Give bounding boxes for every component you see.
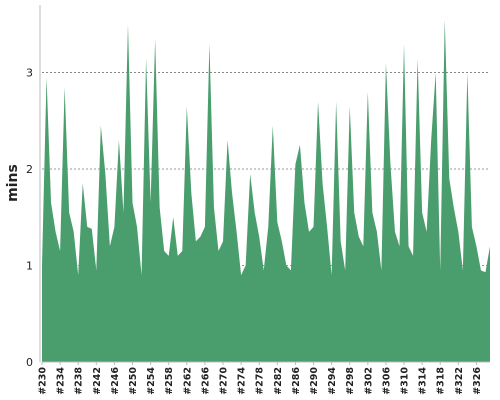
x-tick-label: #314 [418,367,429,395]
x-tick-label: #258 [164,367,175,395]
x-tick-label: #294 [327,367,338,395]
x-tick-label: #246 [110,367,121,395]
y-axis-ticks: 0 1 2 3 [26,67,33,369]
x-tick-label: #322 [454,367,465,395]
x-tick-label: #326 [472,367,483,395]
x-tick-label: #310 [400,367,411,395]
x-tick-label: #238 [74,367,85,395]
y-tick-label: 1 [26,260,33,273]
x-tick-label: #286 [291,367,302,395]
y-tick-label: 2 [26,163,33,176]
x-tick-label: #262 [182,367,193,395]
x-tick-label: #282 [273,367,284,395]
x-tick-label: #250 [128,367,139,395]
x-tick-label: #254 [146,367,157,395]
x-tick-label: #230 [38,367,49,395]
y-tick-label: 0 [26,356,33,369]
y-tick-label: 3 [26,67,33,80]
x-tick-label: #266 [200,367,211,395]
area-series [42,19,490,362]
x-tick-label: #274 [237,367,248,395]
x-tick-label: #234 [56,367,67,395]
x-axis-ticks: #230 #234 #238 #242 #246 #250 #254 #258 #262 #266… [38,362,483,395]
x-tick-label: #302 [363,367,374,395]
x-tick-label: #242 [92,367,103,395]
x-tick-label: #278 [255,367,266,395]
x-tick-label: #290 [309,367,320,395]
x-tick-label: #318 [436,367,447,395]
x-tick-label: #298 [345,367,356,395]
y-axis-title: mins [5,164,21,202]
x-tick-label: #270 [219,367,230,395]
x-tick-label: #306 [381,367,392,395]
